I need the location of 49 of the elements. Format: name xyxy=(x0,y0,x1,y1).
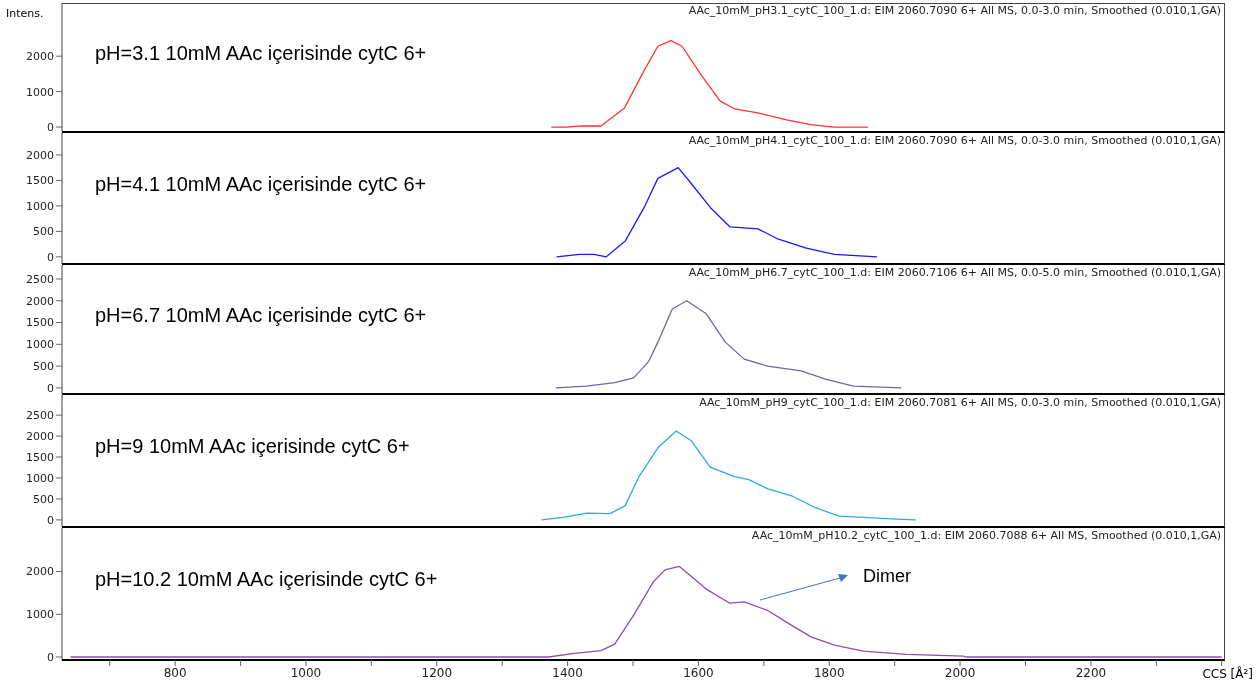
y-tick-label: 2000 xyxy=(26,148,54,162)
y-axis-title: Intens. xyxy=(6,7,44,20)
x-tick-label: 2000 xyxy=(944,665,976,680)
x-tick-label: 1000 xyxy=(290,665,322,680)
y-tick-label: 0 xyxy=(47,250,54,264)
annotation: AAc_10mM_pH4.1_cytC_100_1.d: EIM 2060.7090 6+ All MS, 0.0-3.0 min, Smoothed (0.010,1,GA) xyxy=(688,134,1221,147)
annotation: AAc_10mM_pH3.1_cytC_100_1.d: EIM 2060.7090 6+ All MS, 0.0-3.0 min, Smoothed (0.010,1,GA) xyxy=(688,4,1221,17)
y-tick-label: 2500 xyxy=(26,409,54,423)
y-tick-label: 2000 xyxy=(26,565,54,579)
y-tick-label: 500 xyxy=(33,225,54,239)
y-tick-label: 2000 xyxy=(26,50,54,64)
x-tick-label: 800 xyxy=(163,665,187,680)
y-tick-label: 1000 xyxy=(26,338,54,352)
x-tick-label: 2200 xyxy=(1075,665,1107,680)
line-series xyxy=(555,167,878,258)
annotation: Dimer xyxy=(863,566,911,587)
annotation: pH=6.7 10mM AAc içerisinde cytC 6+ xyxy=(95,303,427,327)
annotation: AAc_10mM_pH6.7_cytC_100_1.d: EIM 2060.7106 6+ All MS, 0.0-5.0 min, Smoothed (0.010,1,GA) xyxy=(688,266,1221,279)
y-tick-label: 1000 xyxy=(26,608,54,622)
annotation: pH=9 10mM AAc içerisinde cytC 6+ xyxy=(95,435,410,458)
y-tick-label: 500 xyxy=(33,360,54,374)
x-tick-label: 1200 xyxy=(421,665,453,680)
y-tick-label: 1500 xyxy=(26,174,54,188)
annotation: pH=10.2 10mM AAc içerisinde cytC 6+ xyxy=(95,568,438,591)
line-series xyxy=(540,430,917,521)
y-tick-label: 1500 xyxy=(26,316,54,330)
y-tick-label: 1000 xyxy=(26,199,54,213)
y-tick-label: 1000 xyxy=(26,471,54,485)
x-axis-title: CCS [Å²] xyxy=(1202,667,1253,681)
y-tick-label: 2000 xyxy=(26,429,54,443)
annotation: AAc_10mM_pH9_cytC_100_1.d: EIM 2060.7081 6+ All MS, 0.0-3.0 min, Smoothed (0.010,1,GA) xyxy=(699,396,1221,409)
annotation: pH=3.1 10mM AAc içerisinde cytC 6+ xyxy=(95,41,427,65)
y-tick-label: 2500 xyxy=(26,272,54,286)
line-series xyxy=(555,300,902,389)
y-tick-label: 0 xyxy=(47,513,54,527)
x-tick-label: 1800 xyxy=(813,665,845,680)
y-tick-label: 2000 xyxy=(26,294,54,308)
line-series xyxy=(69,565,1223,658)
y-tick-label: 1500 xyxy=(26,450,54,464)
y-tick-label: 1000 xyxy=(26,85,54,99)
x-tick-label: 1600 xyxy=(683,665,714,680)
annotation: pH=4.1 10mM AAc içerisinde cytC 6+ xyxy=(95,172,427,196)
line-series xyxy=(550,39,869,128)
x-tick-label: 1400 xyxy=(552,665,583,680)
y-tick-label: 0 xyxy=(47,120,54,134)
y-tick-label: 500 xyxy=(33,492,54,506)
annotation: AAc_10mM_pH10.2_cytC_100_1.d: EIM 2060.7088 6+ All MS, Smoothed (0.010,1,GA) xyxy=(751,529,1221,542)
y-tick-label: 0 xyxy=(47,381,54,395)
y-tick-label: 0 xyxy=(47,650,54,664)
